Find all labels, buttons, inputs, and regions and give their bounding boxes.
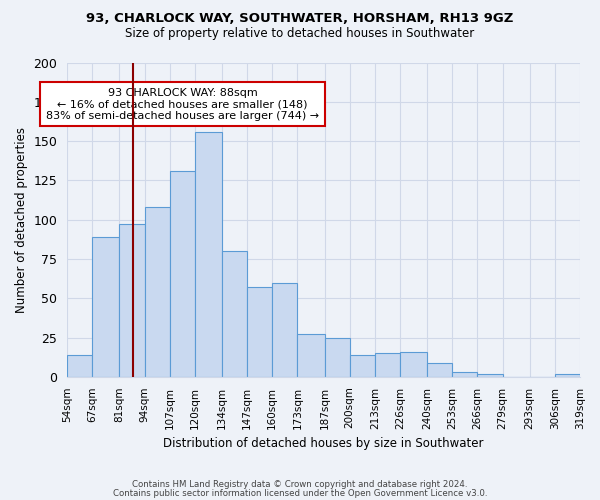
Text: Size of property relative to detached houses in Southwater: Size of property relative to detached ho…	[125, 28, 475, 40]
Bar	[555, 374, 580, 377]
Text: Contains HM Land Registry data © Crown copyright and database right 2024.: Contains HM Land Registry data © Crown c…	[132, 480, 468, 489]
Bar	[452, 372, 478, 377]
Bar	[298, 334, 325, 377]
Bar	[247, 287, 272, 377]
Text: Contains public sector information licensed under the Open Government Licence v3: Contains public sector information licen…	[113, 489, 487, 498]
Bar	[375, 353, 400, 377]
Bar	[170, 171, 195, 377]
Bar	[222, 251, 247, 377]
Bar	[67, 355, 92, 377]
Bar	[119, 224, 145, 377]
Bar	[145, 207, 170, 377]
Bar	[325, 338, 350, 377]
Bar	[478, 374, 503, 377]
Bar	[92, 237, 119, 377]
Bar	[272, 282, 298, 377]
Text: 93, CHARLOCK WAY, SOUTHWATER, HORSHAM, RH13 9GZ: 93, CHARLOCK WAY, SOUTHWATER, HORSHAM, R…	[86, 12, 514, 26]
Y-axis label: Number of detached properties: Number of detached properties	[15, 126, 28, 312]
Bar	[350, 355, 375, 377]
Bar	[195, 132, 222, 377]
Bar	[427, 362, 452, 377]
Bar	[400, 352, 427, 377]
X-axis label: Distribution of detached houses by size in Southwater: Distribution of detached houses by size …	[163, 437, 484, 450]
Text: 93 CHARLOCK WAY: 88sqm
← 16% of detached houses are smaller (148)
83% of semi-de: 93 CHARLOCK WAY: 88sqm ← 16% of detached…	[46, 88, 319, 121]
